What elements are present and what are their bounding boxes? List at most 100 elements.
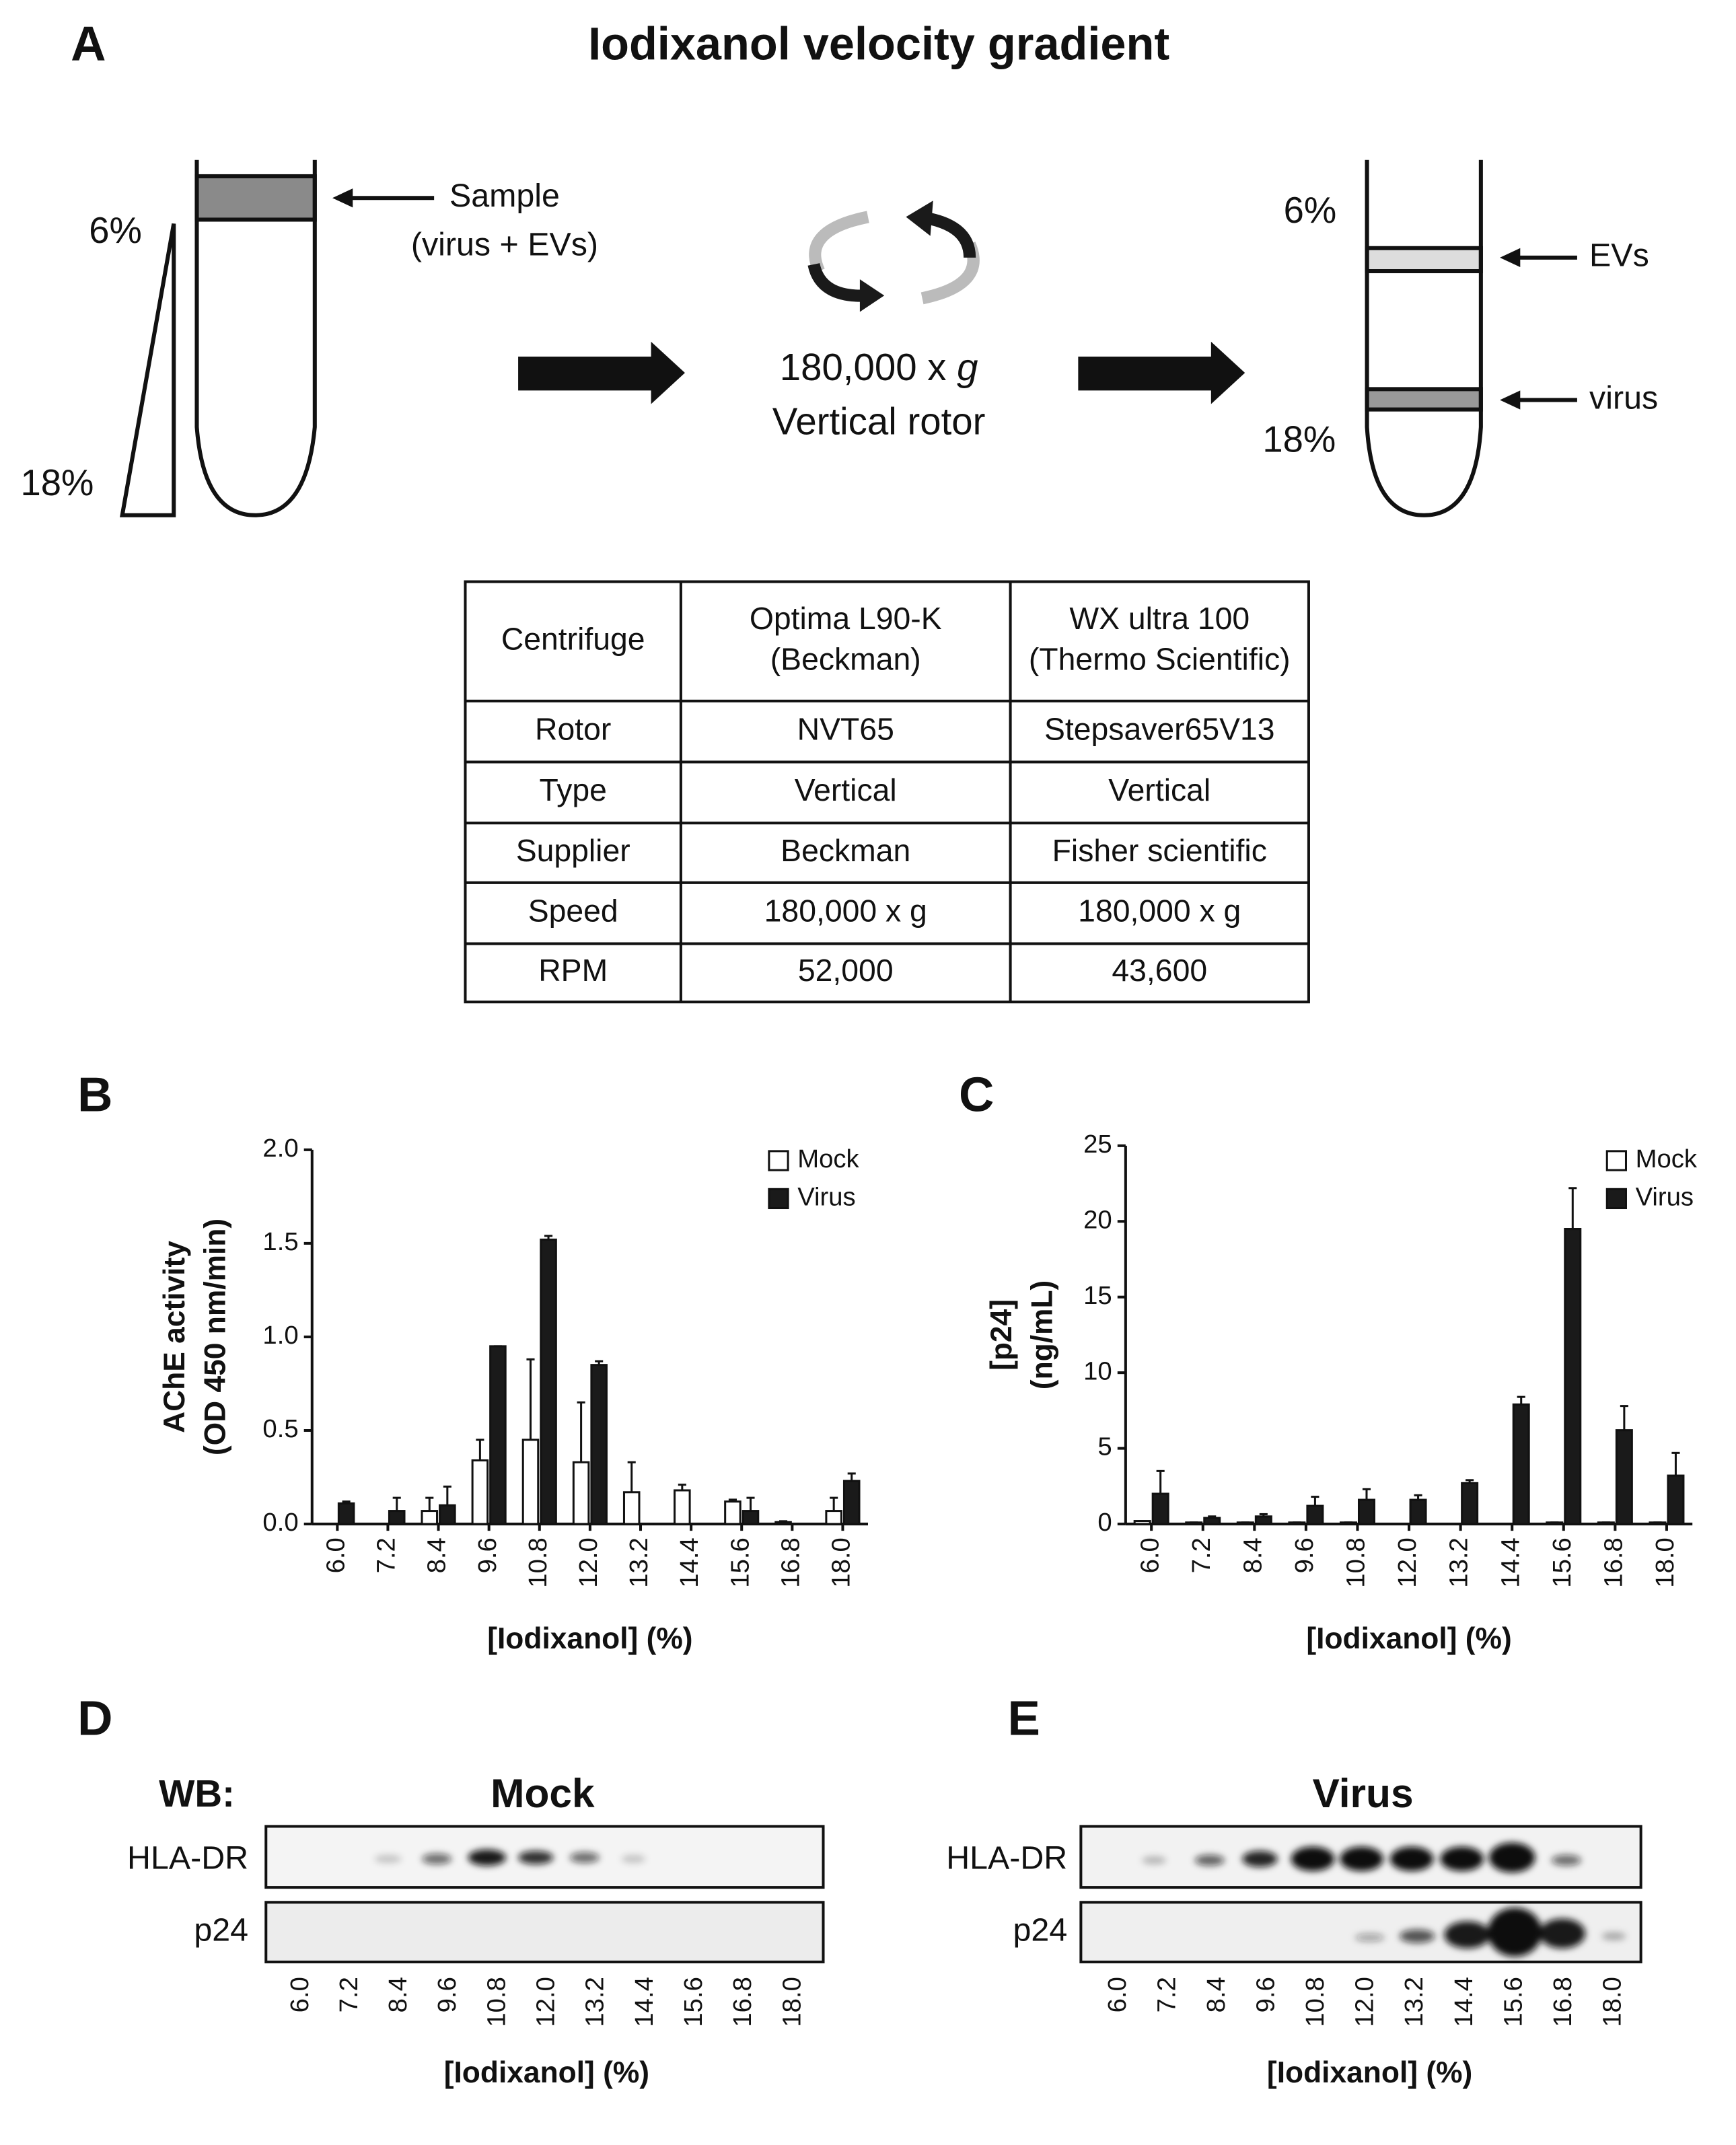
legend-label: Mock bbox=[797, 1144, 859, 1173]
x-tick-label: 9.6 bbox=[1290, 1537, 1319, 1573]
rotor-label: Vertical rotor bbox=[772, 400, 986, 443]
bar bbox=[421, 1510, 439, 1525]
y-axis-label: (OD 450 nm/min) bbox=[198, 1219, 231, 1455]
right-tube bbox=[1365, 159, 1577, 517]
x-tick-label: 16.8 bbox=[1599, 1537, 1628, 1587]
table-cell: 180,000 x g bbox=[1078, 893, 1241, 928]
panel-label: D bbox=[77, 1691, 112, 1745]
x-axis-label: [Iodixanol] (%) bbox=[1267, 2056, 1472, 2089]
x-tick-label: 6.0 bbox=[1135, 1537, 1164, 1573]
bar bbox=[1236, 1521, 1254, 1525]
bar bbox=[540, 1238, 557, 1525]
y-tick-label: 1.0 bbox=[262, 1321, 298, 1350]
x-tick-label: 18.0 bbox=[827, 1537, 856, 1587]
lane-label: 10.8 bbox=[1301, 1977, 1330, 2027]
bar bbox=[1288, 1521, 1306, 1525]
legend-label: Virus bbox=[797, 1183, 855, 1212]
bar bbox=[572, 1461, 590, 1525]
blot bbox=[264, 1825, 825, 1963]
blot-title: Mock bbox=[491, 1770, 595, 1816]
lane-label: 18.0 bbox=[777, 1977, 806, 2027]
process-arrow bbox=[518, 341, 1245, 404]
table-cell: 43,600 bbox=[1112, 953, 1207, 988]
table-cell: 180,000 x g bbox=[764, 893, 927, 928]
bar bbox=[1615, 1429, 1633, 1525]
bar bbox=[774, 1521, 792, 1525]
x-tick-label: 15.6 bbox=[725, 1537, 754, 1587]
lane-label: 9.6 bbox=[433, 1977, 462, 2012]
bar bbox=[724, 1500, 742, 1525]
x-tick-label: 7.2 bbox=[372, 1537, 401, 1573]
bar bbox=[521, 1439, 540, 1525]
lane-label: 7.2 bbox=[334, 1977, 363, 2012]
x-tick-label: 16.8 bbox=[776, 1537, 805, 1587]
y-axis-label: [p24] bbox=[985, 1299, 1018, 1371]
y-tick-label: 15 bbox=[1083, 1281, 1112, 1310]
bar bbox=[1667, 1474, 1685, 1525]
y-tick-label: 5 bbox=[1097, 1432, 1112, 1461]
x-axis-label: [Iodixanol] (%) bbox=[1306, 1622, 1511, 1655]
gradient-bottom: 18% bbox=[20, 462, 94, 503]
legend-swatch bbox=[768, 1150, 789, 1171]
x-axis-label: [Iodixanol] (%) bbox=[487, 1622, 692, 1655]
gradient-top: 6% bbox=[1284, 190, 1337, 231]
bar bbox=[1254, 1515, 1272, 1525]
gradient-top: 6% bbox=[89, 210, 142, 251]
lane-label: 9.6 bbox=[1252, 1977, 1280, 2012]
table-cell: Vertical bbox=[1108, 772, 1210, 807]
table-cell: Rotor bbox=[535, 711, 611, 746]
bar bbox=[337, 1502, 355, 1525]
lane-label: 14.4 bbox=[1449, 1977, 1478, 2027]
y-tick-label: 0 bbox=[1097, 1508, 1112, 1537]
bar bbox=[674, 1489, 691, 1525]
x-tick-label: 14.4 bbox=[675, 1537, 704, 1587]
bar bbox=[1357, 1498, 1375, 1525]
bar bbox=[1185, 1521, 1203, 1525]
x-tick-label: 13.2 bbox=[624, 1537, 653, 1587]
x-tick-label: 14.4 bbox=[1496, 1537, 1525, 1587]
x-tick-label: 12.0 bbox=[574, 1537, 603, 1587]
bar bbox=[1461, 1482, 1479, 1525]
y-tick-label: 1.5 bbox=[262, 1227, 298, 1256]
legend-label: Mock bbox=[1636, 1144, 1698, 1173]
method-label: WB: bbox=[159, 1772, 235, 1815]
lane-label: 6.0 bbox=[285, 1977, 314, 2012]
blot-row-label: p24 bbox=[1013, 1912, 1068, 1948]
bar bbox=[471, 1459, 489, 1525]
lane-label: 16.8 bbox=[1548, 1977, 1577, 2027]
lane-label: 13.2 bbox=[1400, 1977, 1428, 2027]
lane-label: 18.0 bbox=[1597, 1977, 1626, 2027]
y-tick-label: 0.0 bbox=[262, 1508, 298, 1537]
table-cell: WX ultra 100 bbox=[1069, 601, 1250, 636]
panel-title: Iodixanol velocity gradient bbox=[588, 18, 1169, 70]
y-tick-label: 0.5 bbox=[262, 1414, 298, 1443]
x-axis-label: [Iodixanol] (%) bbox=[444, 2056, 649, 2089]
x-tick-label: 12.0 bbox=[1393, 1537, 1422, 1587]
y-axis-label: (ng/mL) bbox=[1026, 1280, 1059, 1389]
x-tick-label: 13.2 bbox=[1445, 1537, 1474, 1587]
band-label: virus bbox=[1589, 379, 1658, 416]
lane-label: 15.6 bbox=[679, 1977, 708, 2027]
blot-row-label: HLA-DR bbox=[127, 1840, 248, 1877]
panel-label: E bbox=[1008, 1691, 1040, 1745]
table-cell: Fisher scientific bbox=[1052, 833, 1267, 868]
table-cell: Beckman bbox=[781, 833, 910, 868]
table-cell: Type bbox=[539, 772, 606, 807]
bar bbox=[1649, 1521, 1667, 1525]
legend-label: Virus bbox=[1636, 1183, 1694, 1212]
lane-label: 16.8 bbox=[728, 1977, 757, 2027]
bar bbox=[1512, 1403, 1530, 1525]
lane-label: 8.4 bbox=[384, 1977, 412, 2012]
x-tick-label: 6.0 bbox=[321, 1537, 350, 1573]
legend-swatch bbox=[768, 1188, 789, 1210]
bar bbox=[622, 1491, 641, 1525]
bar bbox=[1306, 1504, 1324, 1525]
bar bbox=[1597, 1521, 1615, 1525]
bar bbox=[825, 1510, 842, 1525]
panel-label: C bbox=[959, 1067, 994, 1122]
table-cell: Optima L90-K bbox=[750, 601, 942, 636]
x-tick-label: 9.6 bbox=[473, 1537, 502, 1573]
table-cell: Vertical bbox=[795, 772, 897, 807]
gradient-bottom: 18% bbox=[1262, 419, 1336, 460]
